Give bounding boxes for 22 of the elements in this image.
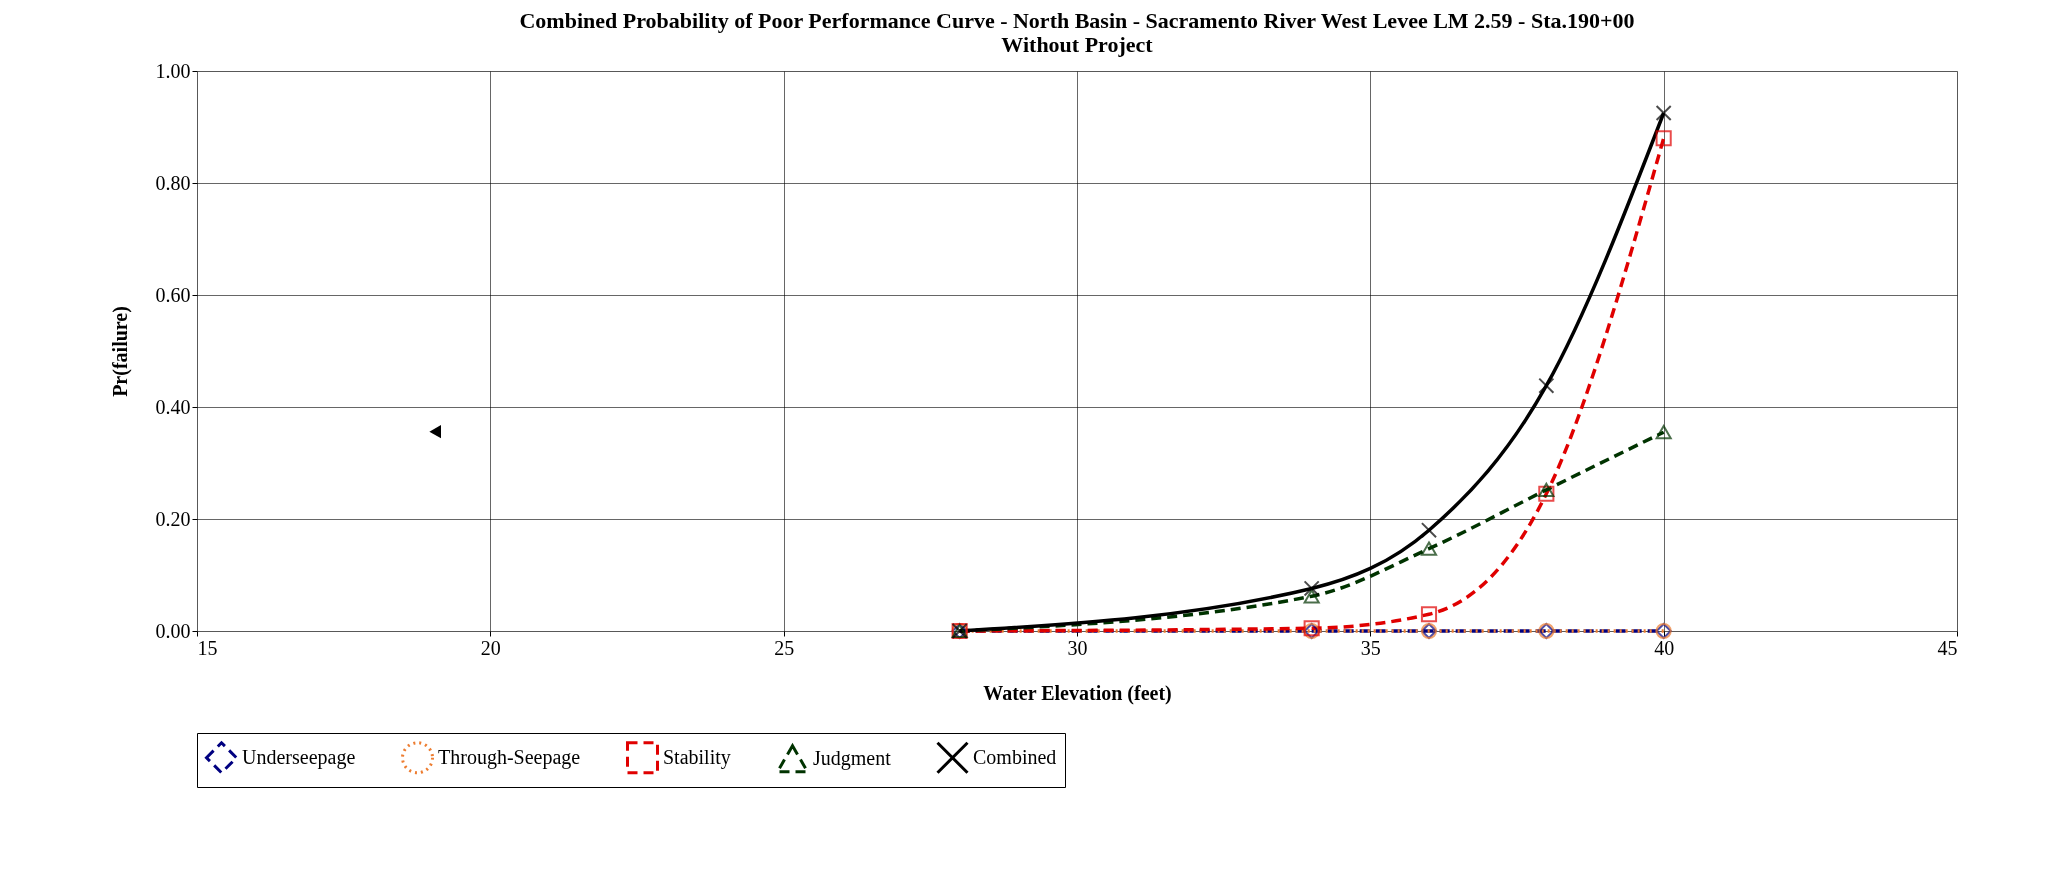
y-tick-label: 1.00 [155, 59, 191, 82]
x-tick-label: 25 [774, 636, 795, 659]
x-tick-label: 40 [1654, 636, 1675, 659]
chart-subtitle: Without Project [1001, 32, 1154, 57]
legend-label: Underseepage [242, 745, 356, 769]
y-tick-label: 0.00 [155, 619, 191, 642]
y-tick-label: 0.80 [155, 171, 191, 194]
legend-label: Through-Seepage [438, 745, 581, 769]
x-tick-label: 15 [197, 636, 218, 659]
y-tick-label: 0.40 [155, 395, 191, 418]
y-tick-label: 0.20 [155, 507, 191, 530]
x-tick-label: 45 [1937, 636, 1958, 659]
x-tick-label: 20 [480, 636, 501, 659]
chart-title: Combined Probability of Poor Performance Curve - North Basin - Sacramento River West Levee LM 2.59 - Sta.190+00 [519, 8, 1635, 33]
x-tick-label: 35 [1360, 636, 1381, 659]
x-axis-title: Water Elevation (feet) [983, 681, 1172, 705]
x-tick-label: 30 [1067, 636, 1088, 659]
y-axis-title: Pr(failure) [108, 306, 132, 397]
legend-label: Judgment [813, 746, 892, 770]
legend-label: Stability [663, 745, 731, 769]
legend-label: Combined [973, 745, 1057, 768]
y-tick-label: 0.60 [155, 283, 191, 306]
